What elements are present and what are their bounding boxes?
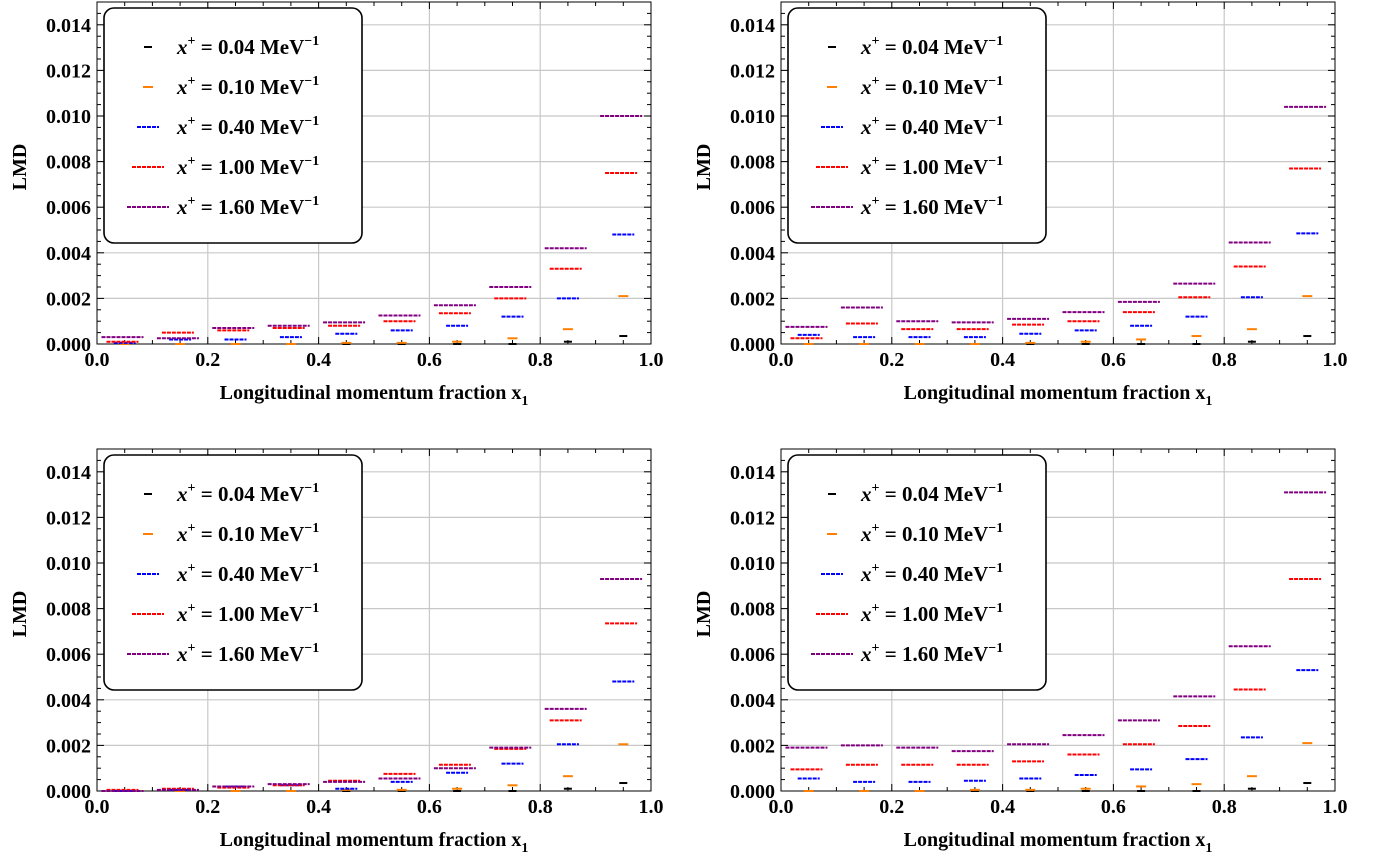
x-tick-label: 0.4: [306, 796, 331, 818]
y-tick-label: 0.012: [46, 60, 91, 82]
x-tick-label: 1.0: [639, 796, 664, 818]
y-tick-label: 0.002: [46, 735, 91, 757]
legend-label-series-4: x+ = 1.00 MeV−1: [860, 601, 1003, 626]
y-tick-label: 0.000: [730, 781, 775, 803]
y-tick-label: 0.008: [730, 599, 775, 621]
x-tick-label: 1.0: [639, 349, 664, 371]
x-tick-label: 0.8: [1212, 349, 1237, 371]
y-tick-label: 0.000: [730, 334, 775, 356]
x-tick-label: 0.6: [417, 349, 442, 371]
legend-label-series-5: x+ = 1.60 MeV−1: [860, 194, 1003, 219]
y-tick-label: 0.014: [46, 462, 91, 484]
y-tick-label: 0.010: [730, 553, 775, 575]
y-tick-label: 0.002: [46, 288, 91, 310]
x-tick-label: 0.4: [306, 349, 331, 371]
y-tick-label: 0.010: [46, 553, 91, 575]
x-axis-label: Longitudinal momentum fraction x1: [220, 829, 529, 856]
y-tick-label: 0.000: [46, 781, 91, 803]
legend-label-series-4: x+ = 1.00 MeV−1: [176, 601, 319, 626]
y-tick-label: 0.014: [730, 15, 775, 37]
x-tick-label: 0.6: [1101, 349, 1126, 371]
y-tick-label: 0.004: [46, 690, 91, 712]
chart-panel-1: 0.0 0.2 0.4 0.6 0.8 1.0 0.000 0.002 0.004 0.006 0.…: [9, 1, 664, 409]
legend-box: [787, 7, 1047, 244]
legend-label-series-4: x+ = 1.00 MeV−1: [860, 154, 1003, 179]
y-tick-label: 0.006: [730, 197, 775, 219]
x-tick-label: 0.2: [195, 796, 220, 818]
legend: x+ = 0.04 MeV−1 x+ = 0.10 MeV−1 x+ = 0.40 …: [787, 454, 1047, 691]
y-tick-label: 0.002: [730, 288, 775, 310]
y-tick-label: 0.008: [46, 152, 91, 174]
y-tick-label: 0.006: [46, 644, 91, 666]
x-tick-label: 0.8: [528, 349, 553, 371]
legend-label-series-2: x+ = 0.10 MeV−1: [176, 521, 319, 546]
x-axis-label: Longitudinal momentum fraction x1: [904, 382, 1213, 409]
y-axis-label: LMD: [693, 591, 715, 638]
x-tick-label: 0.6: [1101, 796, 1126, 818]
legend-box: [787, 454, 1047, 691]
x-axis-label: Longitudinal momentum fraction x1: [220, 382, 529, 409]
legend-box: [103, 454, 363, 691]
chart-panel-3: 0.0 0.2 0.4 0.6 0.8 1.0 0.000 0.002 0.004 0.006 0.…: [9, 448, 664, 856]
y-tick-label: 0.010: [730, 106, 775, 128]
x-tick-label: 0.8: [528, 796, 553, 818]
legend-label-series-4: x+ = 1.00 MeV−1: [176, 154, 319, 179]
x-tick-label: 0.2: [879, 349, 904, 371]
y-tick-label: 0.006: [730, 644, 775, 666]
x-tick-label: 0.0: [769, 796, 794, 818]
x-axis-label: Longitudinal momentum fraction x1: [904, 829, 1213, 856]
y-tick-label: 0.004: [46, 243, 91, 265]
y-tick-label: 0.014: [46, 15, 91, 37]
legend-label-series-2: x+ = 0.10 MeV−1: [176, 74, 319, 99]
chart-panel-2: 0.0 0.2 0.4 0.6 0.8 1.0 0.000 0.002 0.004 0.006 0.…: [693, 1, 1348, 409]
legend: x+ = 0.04 MeV−1 x+ = 0.10 MeV−1 x+ = 0.40 …: [787, 7, 1047, 244]
legend-box: [103, 7, 363, 244]
y-tick-label: 0.002: [730, 735, 775, 757]
x-tick-label: 0.2: [879, 796, 904, 818]
legend-label-series-5: x+ = 1.60 MeV−1: [860, 641, 1003, 666]
legend-label-series-1: x+ = 0.04 MeV−1: [860, 481, 1003, 506]
legend-label-series-1: x+ = 0.04 MeV−1: [176, 481, 319, 506]
x-tick-label: 0.0: [769, 349, 794, 371]
legend-label-series-3: x+ = 0.40 MeV−1: [176, 114, 319, 139]
x-tick-label: 1.0: [1323, 796, 1348, 818]
x-tick-label: 1.0: [1323, 349, 1348, 371]
y-tick-label: 0.008: [46, 599, 91, 621]
y-tick-label: 0.012: [46, 507, 91, 529]
y-tick-label: 0.014: [730, 462, 775, 484]
y-tick-label: 0.010: [46, 106, 91, 128]
x-tick-label: 0.0: [85, 796, 110, 818]
legend-label-series-3: x+ = 0.40 MeV−1: [860, 561, 1003, 586]
y-tick-label: 0.006: [46, 197, 91, 219]
legend-label-series-3: x+ = 0.40 MeV−1: [176, 561, 319, 586]
y-tick-label: 0.000: [46, 334, 91, 356]
legend-label-series-5: x+ = 1.60 MeV−1: [176, 641, 319, 666]
x-tick-label: 0.4: [990, 349, 1015, 371]
legend-label-series-3: x+ = 0.40 MeV−1: [860, 114, 1003, 139]
y-axis-label: LMD: [9, 591, 31, 638]
legend-label-series-2: x+ = 0.10 MeV−1: [860, 74, 1003, 99]
y-axis-label: LMD: [9, 144, 31, 191]
y-tick-label: 0.004: [730, 243, 775, 265]
x-tick-label: 0.2: [195, 349, 220, 371]
legend-label-series-2: x+ = 0.10 MeV−1: [860, 521, 1003, 546]
x-tick-label: 0.6: [417, 796, 442, 818]
y-axis-label: LMD: [693, 144, 715, 191]
x-tick-label: 0.0: [85, 349, 110, 371]
y-tick-label: 0.008: [730, 152, 775, 174]
y-tick-label: 0.004: [730, 690, 775, 712]
legend-label-series-1: x+ = 0.04 MeV−1: [860, 34, 1003, 59]
legend-label-series-1: x+ = 0.04 MeV−1: [176, 34, 319, 59]
y-tick-label: 0.012: [730, 507, 775, 529]
chart-panel-4: 0.0 0.2 0.4 0.6 0.8 1.0 0.000 0.002 0.004 0.006 0.…: [693, 448, 1348, 856]
x-tick-label: 0.8: [1212, 796, 1237, 818]
legend: x+ = 0.04 MeV−1 x+ = 0.10 MeV−1 x+ = 0.40 …: [103, 7, 363, 244]
x-tick-label: 0.4: [990, 796, 1015, 818]
legend: x+ = 0.04 MeV−1 x+ = 0.10 MeV−1 x+ = 0.40 …: [103, 454, 363, 691]
y-tick-label: 0.012: [730, 60, 775, 82]
legend-label-series-5: x+ = 1.60 MeV−1: [176, 194, 319, 219]
